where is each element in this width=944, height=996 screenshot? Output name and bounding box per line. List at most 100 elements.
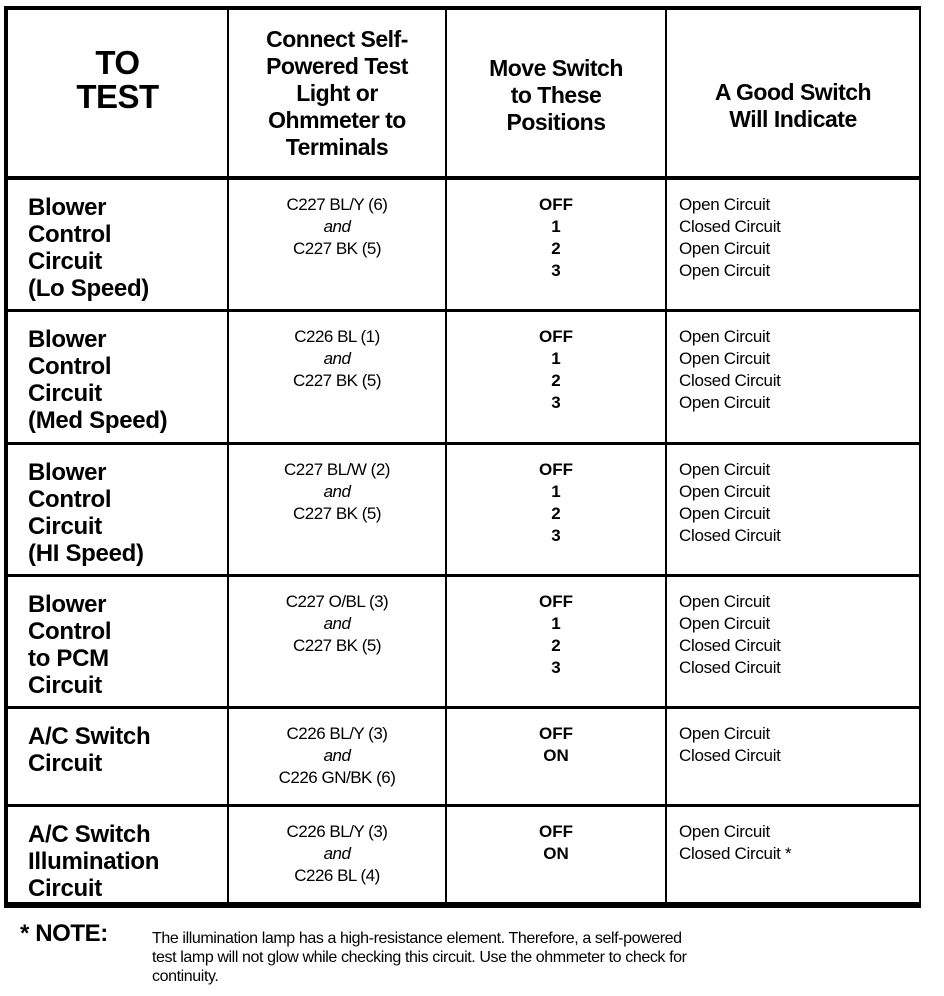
switch-positions-line: 3 [551,525,561,545]
test-name-line: Blower [28,194,107,221]
terminal-b: C226 GN/BK (6) [278,767,396,787]
expected-indication-line: Open Circuit [679,821,770,841]
switch-positions: OFF ON [445,804,667,907]
terminal-a: C226 BL (1) [294,326,380,346]
test-name-line: Blower [28,325,107,353]
header-line: Powered Test [266,52,408,79]
test-name-line: Circuit [28,874,102,902]
expected-indication-line: Closed Circuit [679,370,781,390]
test-name-line: Circuit [28,512,102,540]
test-name: Blower Control to PCM Circuit [5,574,229,709]
and-label: and [323,217,351,236]
test-name-line: to PCM [28,644,109,672]
terminal-b: C226 BL (4) [294,865,380,885]
test-name-line: Blower [28,458,107,486]
terminals: C227 BL/Y (6) and C227 BK (5) [227,177,447,312]
terminal-a: C227 BL/Y (6) [286,195,388,214]
expected-indication-line: Closed Circuit [679,635,781,655]
test-name: Blower Control Circuit (Med Speed) [5,309,229,445]
note-line-1: The illumination lamp has a high-resista… [152,930,682,947]
expected-indication: Open Circuit Closed Circuit * [665,804,921,907]
switch-positions-line: 2 [551,635,561,655]
switch-positions-line: OFF [539,459,573,479]
header-line: Ohmmeter to [268,106,406,133]
switch-positions: OFF 1 2 3 [445,177,667,312]
test-name-line: A/C Switch [28,722,151,750]
switch-positions-line: OFF [539,723,573,743]
test-name: A/C Switch Circuit [5,706,229,807]
test-name-line: (Lo Speed) [28,275,149,302]
expected-indication: Open Circuit Open Circuit Closed Circuit Op… [665,309,921,445]
switch-positions-line: 3 [551,261,561,280]
terminals: C226 BL/Y (3) and C226 BL (4) [227,804,447,907]
switch-positions-line: ON [543,745,569,765]
expected-indication: Open Circuit Closed Circuit Open Circuit Op… [665,177,921,312]
test-name-line: Control [28,221,112,248]
and-label: and [323,745,351,765]
terminal-b: C227 BK (5) [292,370,382,390]
terminal-b: C227 BK (5) [292,635,382,655]
test-name-line: Control [28,617,112,645]
and-label: and [323,348,351,368]
switch-positions-line: 3 [551,657,561,677]
terminal-a: C226 BL/Y (3) [286,723,388,743]
test-name-line: Circuit [28,379,102,407]
switch-positions-line: OFF [539,821,573,841]
header-line: to These [510,81,602,108]
and-label: and [323,843,351,863]
expected-indication-line: Closed Circuit [679,217,781,236]
switch-positions-line: 2 [551,503,561,523]
switch-positions-line: OFF [539,591,573,611]
test-name-line: Circuit [28,671,102,699]
switch-positions-line: 1 [551,481,561,501]
switch-positions-line: OFF [539,195,573,214]
header-indicate: A Good Switch Will Indicate [665,7,921,180]
note-line-3: continuity. [152,968,219,985]
switch-positions: OFF 1 2 3 [445,442,667,577]
expected-indication-line: Open Circuit [679,459,770,479]
header-line: Terminals [285,133,389,160]
expected-indication-line: Open Circuit [679,348,770,368]
header-line: TO [95,44,140,81]
header-line: Will Indicate [729,106,857,132]
expected-indication-line: Open Circuit [679,239,770,258]
expected-indication-line: Open Circuit [679,326,770,346]
test-name-line: Control [28,352,112,380]
test-name-line: Illumination [28,847,160,875]
table-row: Blower Control Circuit (Med Speed) C226 BL (… [5,309,921,445]
test-name-line: Blower [28,590,107,618]
header-line: Connect Self- [266,25,408,52]
expected-indication-line: Open Circuit [679,723,770,743]
test-name: Blower Control Circuit (Lo Speed) [5,177,229,312]
switch-positions-line: ON [543,843,569,863]
expected-indication-line: Open Circuit [679,261,770,280]
test-name: A/C Switch Illumination Circuit [5,804,229,907]
switch-positions-line: 3 [551,392,561,412]
switch-positions-line: 2 [551,370,561,390]
expected-indication: Open Circuit Open Circuit Closed Circuit Cl… [665,574,921,709]
switch-positions-line: 2 [551,239,561,258]
footnote: * NOTE: The illumination lamp has a high… [20,922,920,986]
expected-indication-line: Closed Circuit * [679,843,792,863]
switch-positions-line: 1 [551,348,561,368]
terminal-b: C227 BK (5) [292,503,382,523]
header-line: Move Switch [489,54,623,81]
test-name-line: Circuit [28,248,102,275]
table-row: Blower Control Circuit (Lo Speed) C227 BL/Y … [5,177,921,312]
expected-indication-line: Open Circuit [679,613,770,633]
header-line: TEST [76,78,159,115]
terminals: C226 BL/Y (3) and C226 GN/BK (6) [227,706,447,807]
table-row: A/C Switch Circuit C226 BL/Y (3) and C226 GN… [5,706,921,807]
test-name-line: Control [28,485,112,513]
switch-positions: OFF 1 2 3 [445,574,667,709]
header-positions: Move Switch to These Positions [445,7,667,180]
note-line-2: test lamp will not glow while checking t… [152,949,687,966]
switch-positions-line: 1 [551,217,561,236]
expected-indication-line: Closed Circuit [679,657,781,677]
terminal-a: C226 BL/Y (3) [286,821,388,841]
expected-indication-line: Open Circuit [679,392,770,412]
switch-positions-line: OFF [539,326,573,346]
table-row: A/C Switch Illumination Circuit C226 BL/Y (… [5,804,921,907]
test-name-line: A/C Switch [28,820,151,848]
terminals: C226 BL (1) and C227 BK (5) [227,309,447,445]
